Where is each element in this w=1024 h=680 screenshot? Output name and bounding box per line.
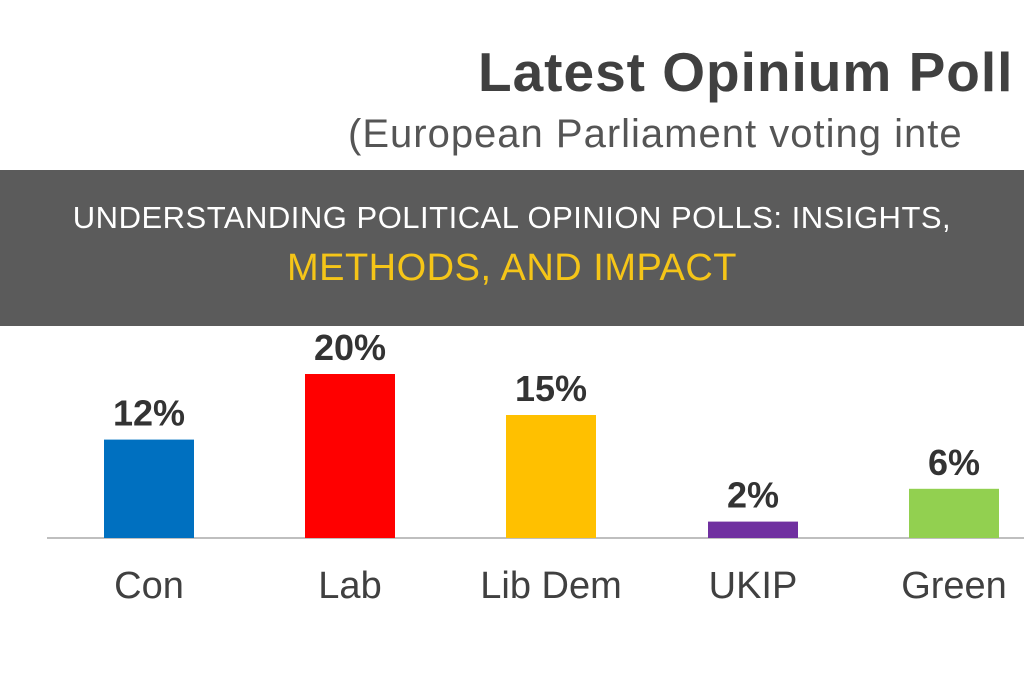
bar-lib-dem xyxy=(506,415,596,538)
bar-ukip xyxy=(708,521,798,538)
headline-line-1: UNDERSTANDING POLITICAL OPINION POLLS: I… xyxy=(72,200,952,235)
bar-lab xyxy=(305,374,395,538)
bar-green xyxy=(909,488,999,538)
data-label: 6% xyxy=(928,442,980,483)
data-label: 20% xyxy=(314,327,386,368)
category-label: Lib Dem xyxy=(480,565,622,607)
bar-con xyxy=(104,439,194,538)
chart-title: Latest Opinium Poll xyxy=(478,41,1014,103)
headline-banner: UNDERSTANDING POLITICAL OPINION POLLS: I… xyxy=(0,170,1024,326)
category-label: Con xyxy=(114,565,184,607)
chart-subtitle: (European Parliament voting inte xyxy=(348,112,963,156)
category-label: UKIP xyxy=(709,565,798,607)
data-label: 12% xyxy=(113,393,185,434)
data-label: 2% xyxy=(727,475,779,516)
headline-line-2: METHODS, AND IMPACT xyxy=(286,247,738,289)
data-label: 15% xyxy=(515,368,587,409)
category-label: Lab xyxy=(318,565,381,607)
category-label: Green xyxy=(901,565,1007,607)
